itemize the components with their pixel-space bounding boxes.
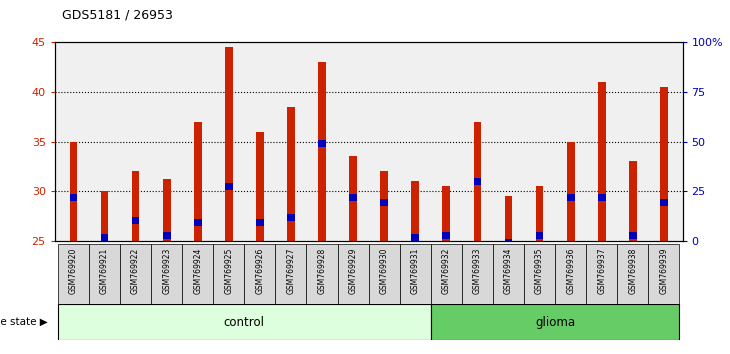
Text: GSM769920: GSM769920 bbox=[69, 247, 78, 294]
Bar bbox=[493, 244, 524, 304]
Bar bbox=[474, 122, 481, 241]
Bar bbox=[213, 244, 245, 304]
Text: GSM769933: GSM769933 bbox=[473, 247, 482, 294]
Bar bbox=[275, 244, 307, 304]
Bar bbox=[431, 244, 462, 304]
Bar bbox=[400, 244, 431, 304]
Text: GSM769925: GSM769925 bbox=[224, 247, 234, 294]
Bar bbox=[618, 244, 648, 304]
Text: GSM769931: GSM769931 bbox=[411, 247, 420, 294]
Bar bbox=[412, 234, 419, 241]
Bar bbox=[151, 244, 182, 304]
Bar bbox=[131, 217, 139, 224]
Bar bbox=[131, 171, 139, 241]
Bar bbox=[69, 194, 77, 201]
Bar bbox=[431, 304, 680, 340]
Text: GSM769934: GSM769934 bbox=[504, 247, 513, 294]
Text: GSM769930: GSM769930 bbox=[380, 247, 388, 294]
Bar bbox=[256, 132, 264, 241]
Bar bbox=[245, 244, 275, 304]
Text: GSM769935: GSM769935 bbox=[535, 247, 544, 294]
Bar bbox=[536, 186, 543, 241]
Bar bbox=[598, 194, 606, 201]
Bar bbox=[101, 191, 108, 241]
Text: disease state ▶: disease state ▶ bbox=[0, 317, 47, 327]
Bar bbox=[58, 244, 89, 304]
Bar bbox=[536, 232, 543, 239]
Bar bbox=[101, 234, 108, 241]
Bar bbox=[442, 186, 450, 241]
Bar bbox=[182, 244, 213, 304]
Text: GSM769928: GSM769928 bbox=[318, 247, 326, 293]
Bar bbox=[163, 232, 171, 239]
Text: GDS5181 / 26953: GDS5181 / 26953 bbox=[62, 8, 173, 21]
Bar bbox=[163, 179, 171, 241]
Bar bbox=[629, 232, 637, 239]
Bar bbox=[287, 107, 295, 241]
Text: glioma: glioma bbox=[535, 316, 575, 329]
Bar bbox=[287, 214, 295, 221]
Bar bbox=[318, 62, 326, 241]
Text: GSM769929: GSM769929 bbox=[349, 247, 358, 294]
Bar bbox=[89, 244, 120, 304]
Bar bbox=[504, 239, 512, 246]
Bar bbox=[412, 181, 419, 241]
Bar bbox=[369, 244, 400, 304]
Bar bbox=[648, 244, 680, 304]
Bar bbox=[349, 194, 357, 201]
Text: GSM769939: GSM769939 bbox=[659, 247, 669, 294]
Text: GSM769926: GSM769926 bbox=[255, 247, 264, 294]
Bar bbox=[307, 244, 337, 304]
Bar bbox=[504, 196, 512, 241]
Bar bbox=[566, 194, 575, 201]
Bar bbox=[462, 244, 493, 304]
Bar bbox=[256, 219, 264, 226]
Bar bbox=[524, 244, 555, 304]
Bar bbox=[442, 232, 450, 239]
Bar bbox=[337, 244, 369, 304]
Bar bbox=[598, 82, 606, 241]
Text: GSM769936: GSM769936 bbox=[566, 247, 575, 294]
Text: GSM769937: GSM769937 bbox=[597, 247, 606, 294]
Bar bbox=[194, 219, 201, 226]
Bar bbox=[629, 161, 637, 241]
Bar bbox=[474, 178, 481, 185]
Text: GSM769922: GSM769922 bbox=[131, 247, 140, 293]
Text: GSM769924: GSM769924 bbox=[193, 247, 202, 294]
Bar bbox=[225, 47, 233, 241]
Bar bbox=[120, 244, 151, 304]
Bar bbox=[660, 87, 668, 241]
Text: GSM769923: GSM769923 bbox=[162, 247, 171, 294]
Bar bbox=[380, 171, 388, 241]
Text: GSM769927: GSM769927 bbox=[286, 247, 296, 294]
Text: GSM769932: GSM769932 bbox=[442, 247, 451, 294]
Bar bbox=[69, 142, 77, 241]
Bar bbox=[225, 183, 233, 190]
Bar bbox=[566, 142, 575, 241]
Bar bbox=[380, 199, 388, 206]
Bar bbox=[349, 156, 357, 241]
Bar bbox=[660, 199, 668, 206]
Text: GSM769921: GSM769921 bbox=[100, 247, 109, 293]
Bar bbox=[586, 244, 618, 304]
Bar bbox=[555, 244, 586, 304]
Bar bbox=[318, 139, 326, 147]
Bar bbox=[58, 304, 431, 340]
Text: control: control bbox=[224, 316, 265, 329]
Bar bbox=[194, 122, 201, 241]
Text: GSM769938: GSM769938 bbox=[629, 247, 637, 294]
